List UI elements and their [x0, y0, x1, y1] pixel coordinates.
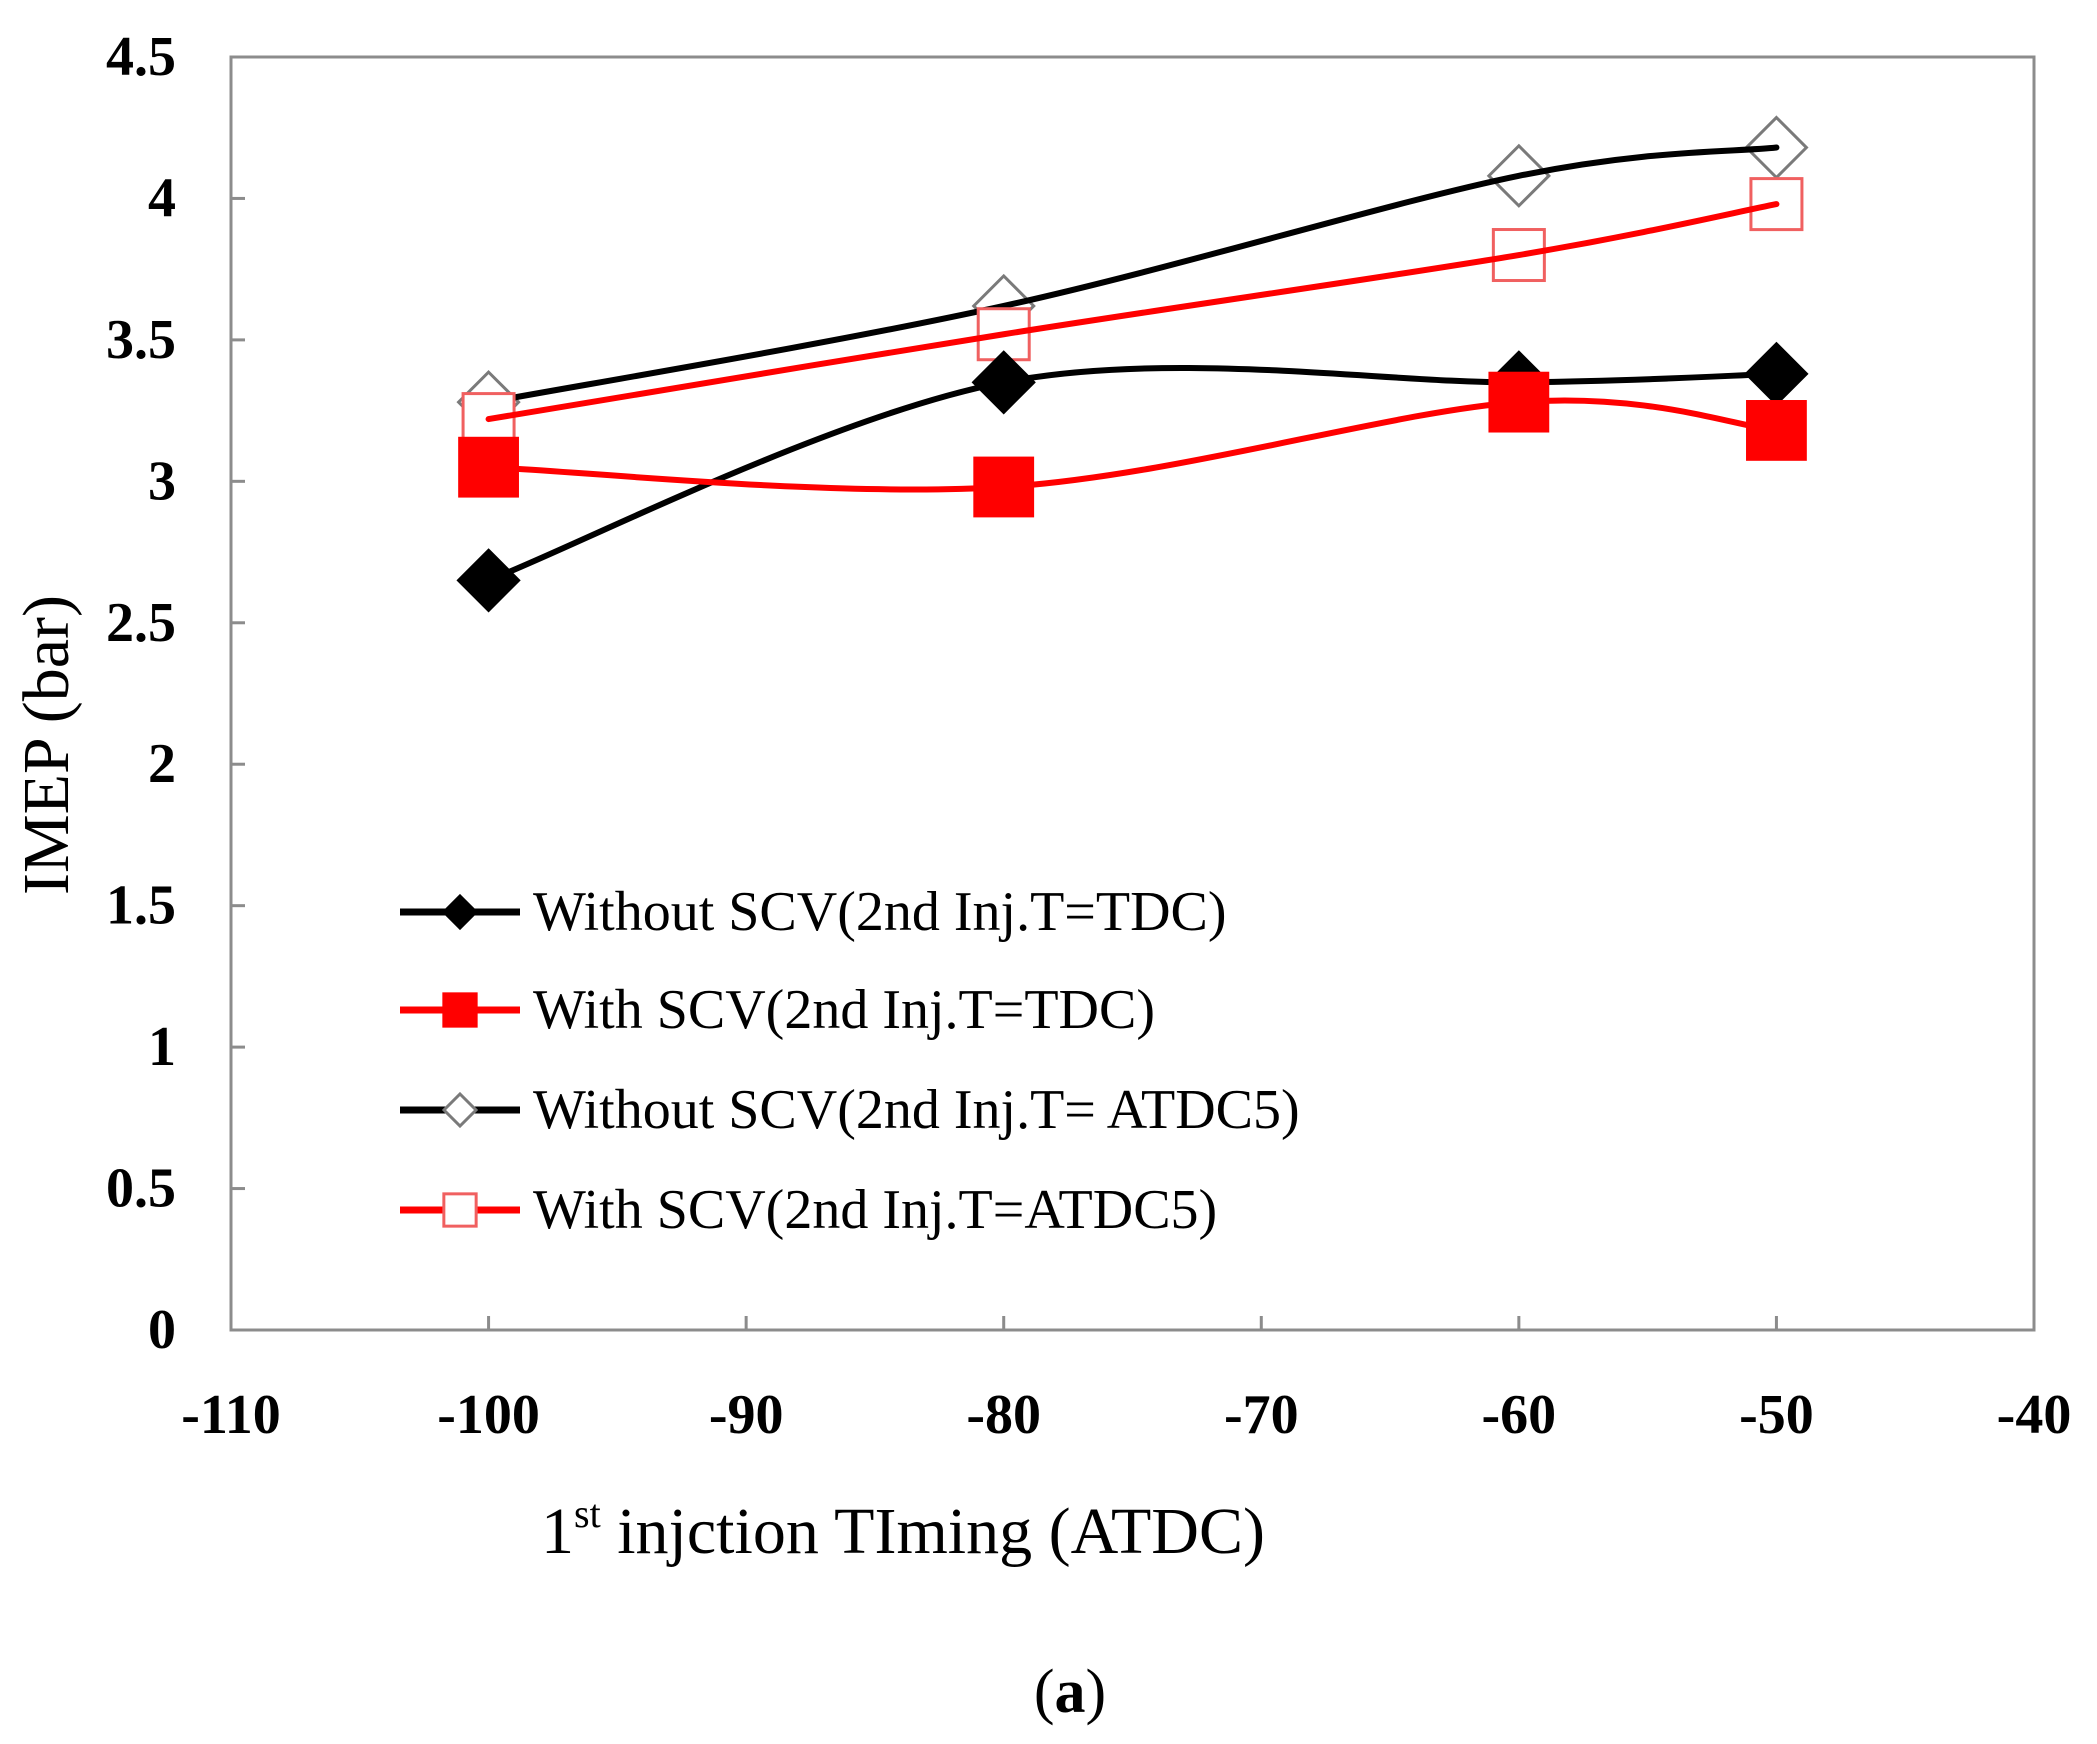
- legend-label: With SCV(2nd Inj.T=TDC): [533, 979, 1155, 1041]
- x-axis-ticks: -110 -100 -90 -80 -70 -60 -50 -40: [181, 1316, 2071, 1446]
- data-point-diamond: [1744, 341, 1809, 406]
- series-line: [485, 201, 1780, 423]
- series-3: [461, 177, 1804, 447]
- y-tick-label: 1: [148, 1016, 176, 1078]
- series-line: [485, 397, 1780, 493]
- data-point-square: [442, 992, 478, 1028]
- legend-label: Without SCV(2nd Inj.T=TDC): [533, 881, 1227, 943]
- plot-area-frame: [229, 55, 2036, 1332]
- data-point-diamond: [971, 350, 1036, 415]
- data-point-square: [1488, 371, 1550, 433]
- x-tick-label: -80: [966, 1384, 1041, 1446]
- x-tick-label: -70: [1224, 1384, 1299, 1446]
- series-layer: [456, 115, 1809, 613]
- x-axis-title-rest: injction TIming (ATDC): [601, 1495, 1265, 1568]
- data-point-diamond: [441, 893, 479, 931]
- x-axis-title: 1st injction TIming (ATDC): [541, 1491, 1265, 1568]
- legend: Without SCV(2nd Inj.T=TDC) With SCV(2nd I…: [400, 881, 1300, 1241]
- legend-label: Without SCV(2nd Inj.T= ATDC5): [533, 1079, 1300, 1141]
- y-tick-label: 0: [148, 1299, 176, 1361]
- x-tick-label: -90: [709, 1384, 784, 1446]
- legend-item: With SCV(2nd Inj.T=TDC): [400, 979, 1155, 1041]
- series-line: [485, 365, 1780, 584]
- x-tick-label: -110: [181, 1384, 281, 1446]
- series-1: [458, 371, 1807, 518]
- data-point-square: [442, 1192, 478, 1228]
- y-tick-label: 3: [148, 450, 176, 512]
- legend-item: Without SCV(2nd Inj.T=TDC): [400, 881, 1227, 943]
- y-tick-label: 2: [148, 733, 176, 795]
- series-line: [485, 144, 1780, 406]
- legend-item: Without SCV(2nd Inj.T= ATDC5): [400, 1079, 1300, 1141]
- caption-close: ): [1086, 1658, 1107, 1726]
- legend-label: With SCV(2nd Inj.T=ATDC5): [533, 1179, 1217, 1241]
- y-tick-label: 3.5: [106, 309, 176, 371]
- y-axis-ticks: 0 0.5 1 1.5 2 2.5 3 3.5 4 4.5: [106, 26, 245, 1361]
- x-axis-title-base: 1: [541, 1495, 574, 1568]
- x-axis-title-superscript: st: [574, 1491, 601, 1536]
- legend-item: With SCV(2nd Inj.T=ATDC5): [400, 1179, 1217, 1241]
- data-point-square: [458, 436, 519, 498]
- y-tick-label: 4.5: [106, 26, 176, 88]
- x-tick-label: -60: [1482, 1384, 1557, 1446]
- y-tick-label: 2.5: [106, 592, 176, 654]
- caption-open: (: [1034, 1658, 1055, 1726]
- y-tick-label: 0.5: [106, 1158, 176, 1220]
- x-tick-label: -40: [1997, 1384, 2072, 1446]
- data-point-square: [1746, 400, 1807, 461]
- x-tick-label: -100: [437, 1384, 540, 1446]
- y-tick-label: 1.5: [106, 875, 176, 937]
- caption-letter: a: [1055, 1658, 1086, 1726]
- x-tick-label: -50: [1739, 1384, 1814, 1446]
- data-point-square: [973, 456, 1035, 518]
- series-2: [456, 115, 1809, 435]
- data-point-diamond: [456, 548, 521, 613]
- data-point-diamond: [441, 1091, 479, 1129]
- figure-caption: (a): [1034, 1658, 1106, 1726]
- y-axis-title: IMEP (bar): [10, 595, 83, 895]
- y-tick-label: 4: [148, 167, 176, 229]
